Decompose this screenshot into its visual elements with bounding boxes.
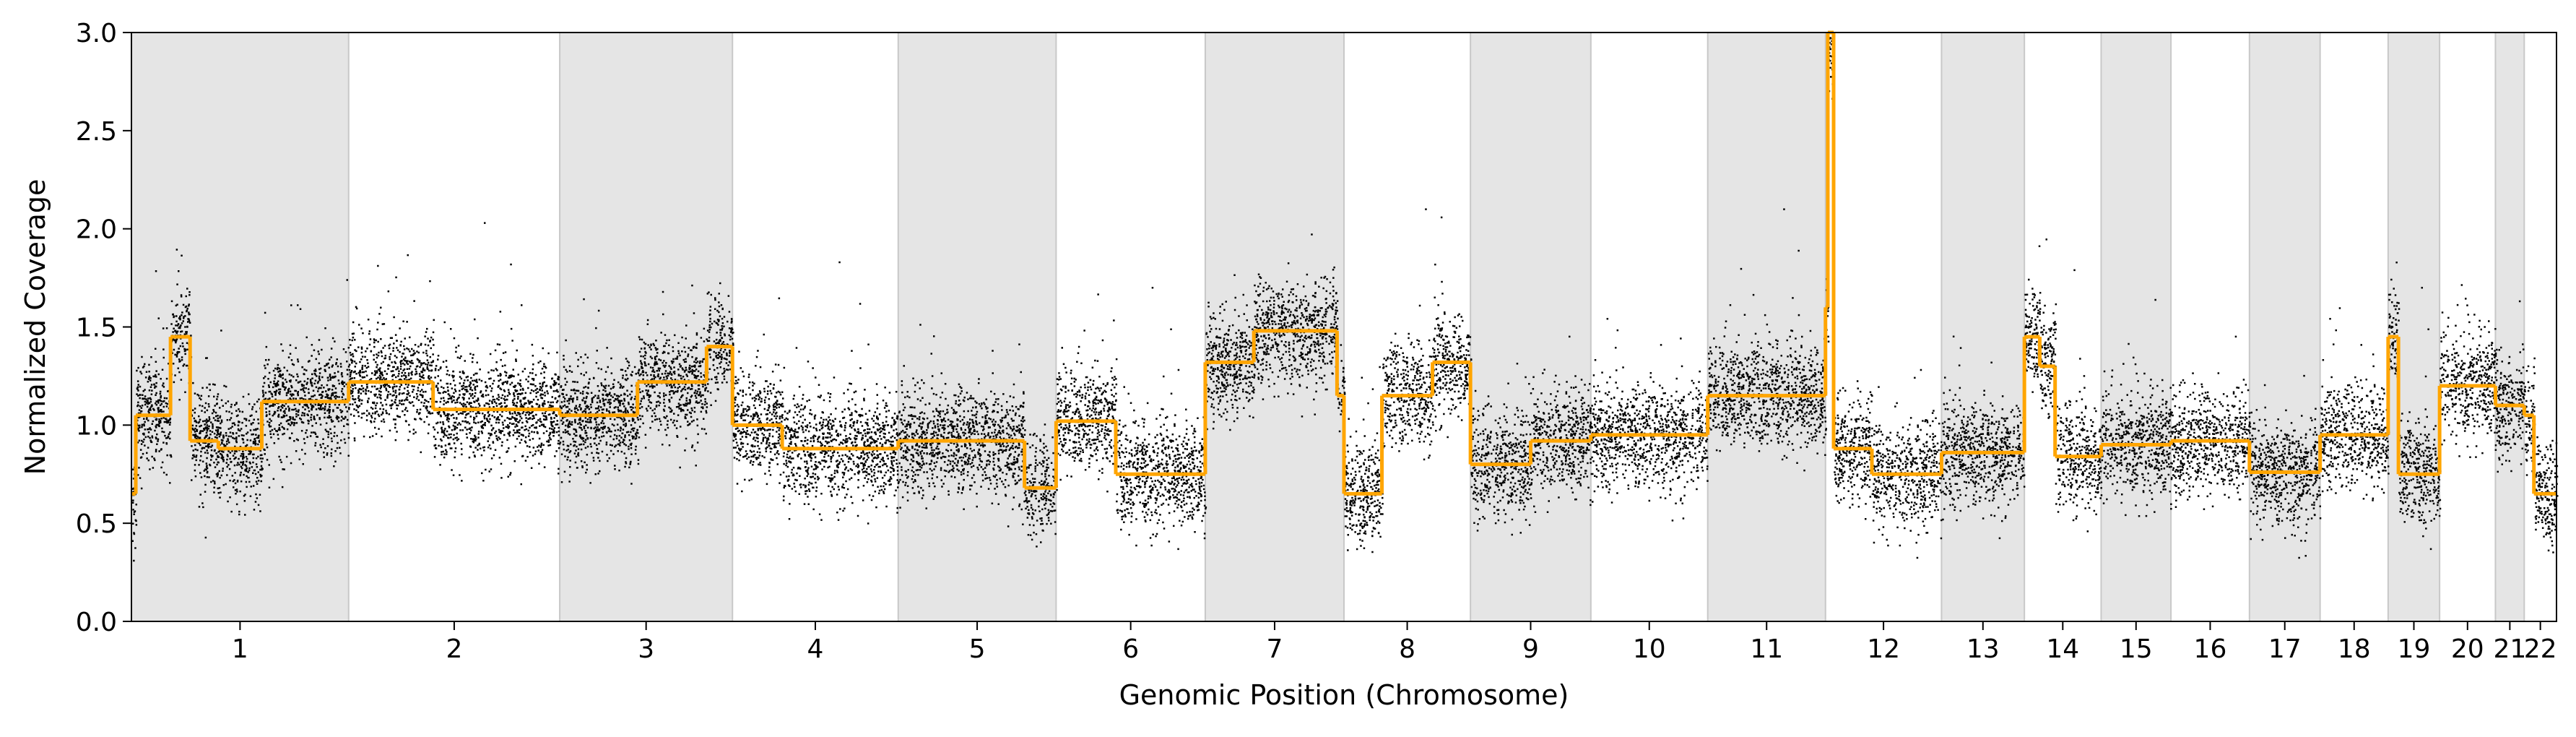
x-axis-label: Genomic Position (Chromosome) <box>1119 679 1569 711</box>
y-tick-label: 1.5 <box>76 314 117 343</box>
coverage-points <box>131 37 2559 562</box>
chromosome-bands <box>131 32 2525 622</box>
x-tick-label-chr21: 21 <box>2493 634 2526 664</box>
chromosome-band-7 <box>1204 32 1345 622</box>
y-axis: 0.0 0.5 1.0 1.5 2.0 2.5 3.0 <box>76 19 131 637</box>
x-tick-label-chr15: 15 <box>2120 634 2153 664</box>
chromosome-band-3 <box>559 32 734 622</box>
y-tick-label: 3.0 <box>76 19 117 48</box>
x-tick-label-chr22: 22 <box>2524 634 2557 664</box>
x-tick-label-chr13: 13 <box>1966 634 2000 664</box>
x-tick-label-chr1: 1 <box>232 634 248 664</box>
x-tick-label-chr19: 19 <box>2398 634 2431 664</box>
x-tick-label-chr10: 10 <box>1633 634 1666 664</box>
chromosome-band-19 <box>2387 32 2441 622</box>
x-tick-label-chr8: 8 <box>1399 634 1415 664</box>
y-axis-label: Normalized Coverage <box>19 179 51 475</box>
x-tick-label-chr12: 12 <box>1867 634 1900 664</box>
segment-lines <box>131 30 2557 496</box>
y-tick-label: 0.5 <box>76 509 117 539</box>
x-tick-label-chr14: 14 <box>2046 634 2079 664</box>
x-tick-label-chr16: 16 <box>2194 634 2227 664</box>
x-tick-label-chr17: 17 <box>2268 634 2302 664</box>
y-tick-label: 0.0 <box>76 608 117 637</box>
chromosome-band-17 <box>2248 32 2321 622</box>
x-tick-label-chr11: 11 <box>1750 634 1783 664</box>
x-tick-label-chr20: 20 <box>2451 634 2484 664</box>
x-tick-label-chr5: 5 <box>969 634 986 664</box>
x-tick-label-chr6: 6 <box>1122 634 1139 664</box>
chromosome-band-9 <box>1470 32 1592 622</box>
chromosome-band-21 <box>2494 32 2525 622</box>
y-tick-label: 1.0 <box>76 411 117 441</box>
x-tick-label-chr2: 2 <box>446 634 462 664</box>
x-tick-label-chr7: 7 <box>1267 634 1283 664</box>
coverage-point-cloud <box>131 37 2559 562</box>
chromosome-band-1 <box>131 32 350 622</box>
chromosome-band-15 <box>2100 32 2172 622</box>
x-tick-label-chr3: 3 <box>638 634 654 664</box>
chromosome-band-13 <box>1940 32 2026 622</box>
y-tick-label: 2.5 <box>76 117 117 147</box>
y-tick-label: 2.0 <box>76 215 117 245</box>
x-tick-label-chr9: 9 <box>1522 634 1539 664</box>
chromosome-band-5 <box>897 32 1057 622</box>
x-tick-label-chr18: 18 <box>2338 634 2371 664</box>
x-tick-label-chr4: 4 <box>807 634 824 664</box>
